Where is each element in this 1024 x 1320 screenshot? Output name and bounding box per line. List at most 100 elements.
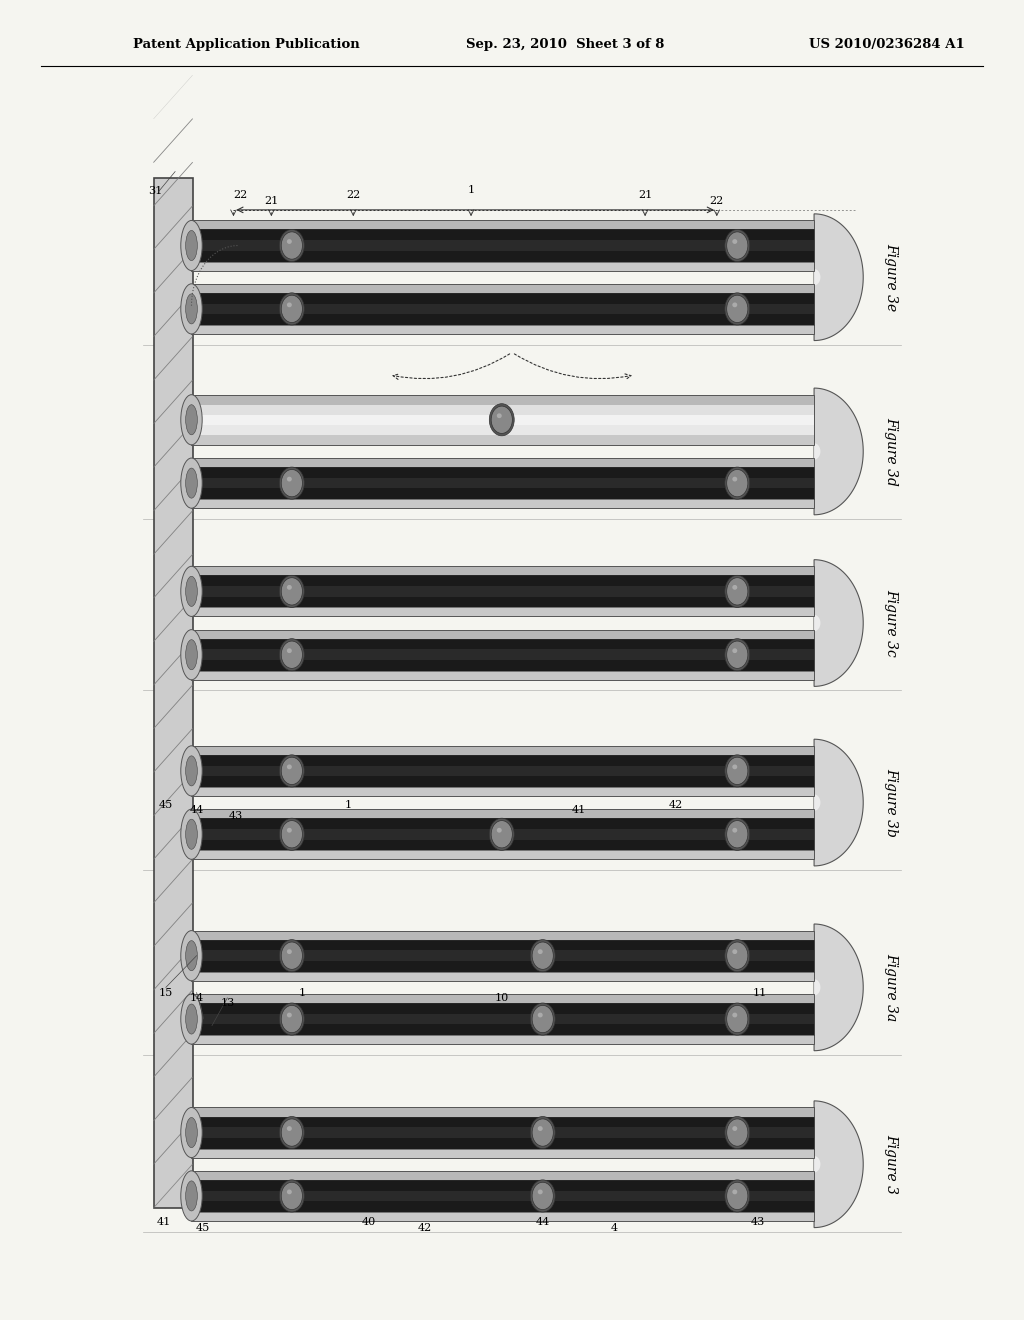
Bar [191,849,814,859]
Bar [191,970,814,981]
Ellipse shape [185,1005,198,1034]
Ellipse shape [732,1012,737,1018]
Ellipse shape [287,585,292,590]
Circle shape [725,755,750,787]
Ellipse shape [185,231,198,260]
Circle shape [532,1183,553,1209]
Ellipse shape [732,477,737,482]
Polygon shape [814,615,820,631]
Bar [191,640,814,649]
Polygon shape [814,739,863,866]
Text: US 2010/0236284 A1: US 2010/0236284 A1 [809,38,965,51]
Bar [191,746,814,796]
Ellipse shape [538,1189,543,1195]
Circle shape [727,232,748,259]
Circle shape [532,1119,553,1146]
Bar [191,820,814,829]
Ellipse shape [732,302,737,308]
Ellipse shape [185,1118,198,1147]
Bar [191,1210,814,1221]
Ellipse shape [538,1126,543,1131]
Text: 22: 22 [710,195,724,206]
Bar [197,649,814,660]
Circle shape [489,818,514,850]
Ellipse shape [497,413,502,418]
Bar [191,776,814,785]
Bar [191,284,814,294]
Circle shape [282,1006,302,1032]
Ellipse shape [185,756,198,785]
Circle shape [282,642,302,668]
Ellipse shape [181,220,202,271]
Circle shape [530,1117,555,1148]
Text: 10: 10 [495,993,509,1003]
Bar [197,1201,814,1212]
Ellipse shape [181,630,202,680]
Circle shape [725,818,750,850]
Bar [197,586,814,597]
Bar [191,1107,814,1118]
Bar [197,488,814,499]
Bar [191,469,814,478]
Text: 42: 42 [418,1222,432,1233]
Ellipse shape [287,949,292,954]
Ellipse shape [181,1171,202,1221]
Text: 41: 41 [571,805,586,816]
Ellipse shape [185,294,198,323]
Ellipse shape [181,1107,202,1158]
Text: Figure 3d: Figure 3d [884,417,898,486]
Bar [191,606,814,616]
Bar [191,1014,814,1024]
Ellipse shape [287,764,292,770]
Bar [197,467,814,478]
Bar [197,230,814,261]
Ellipse shape [185,405,198,434]
Circle shape [280,230,304,261]
Text: 1: 1 [299,987,305,998]
Bar [191,649,814,660]
Circle shape [532,942,553,969]
Bar [197,818,814,850]
Bar [191,630,814,680]
Text: 1: 1 [468,185,474,195]
Bar [197,1138,814,1148]
Bar [191,961,814,970]
Circle shape [727,578,748,605]
Polygon shape [814,269,820,285]
Text: Figure 3b: Figure 3b [884,768,898,837]
Text: 42: 42 [669,800,683,810]
Text: 1: 1 [345,800,351,810]
Circle shape [725,1180,750,1212]
Text: 21: 21 [264,195,279,206]
Ellipse shape [732,648,737,653]
Bar [197,1117,814,1127]
Text: 11: 11 [753,987,767,998]
Polygon shape [814,214,863,341]
Bar [197,597,814,607]
Bar [197,576,814,586]
Bar [191,240,814,251]
Bar [197,251,814,261]
Bar [191,669,814,680]
Polygon shape [814,444,820,459]
Circle shape [532,1006,553,1032]
Bar [191,458,814,469]
Circle shape [725,1117,750,1148]
Circle shape [280,639,304,671]
Ellipse shape [185,820,198,849]
Ellipse shape [732,585,737,590]
Bar [191,304,814,314]
Bar [197,1003,814,1014]
Bar [191,809,814,859]
Bar [197,1003,814,1035]
Bar [191,220,814,271]
Ellipse shape [181,994,202,1044]
Bar [191,488,814,498]
Text: 4: 4 [611,1222,617,1233]
Bar [191,1191,814,1201]
Text: 44: 44 [536,1217,550,1228]
Circle shape [282,470,302,496]
Circle shape [280,1180,304,1212]
Bar [191,1107,814,1158]
Bar [191,586,814,597]
